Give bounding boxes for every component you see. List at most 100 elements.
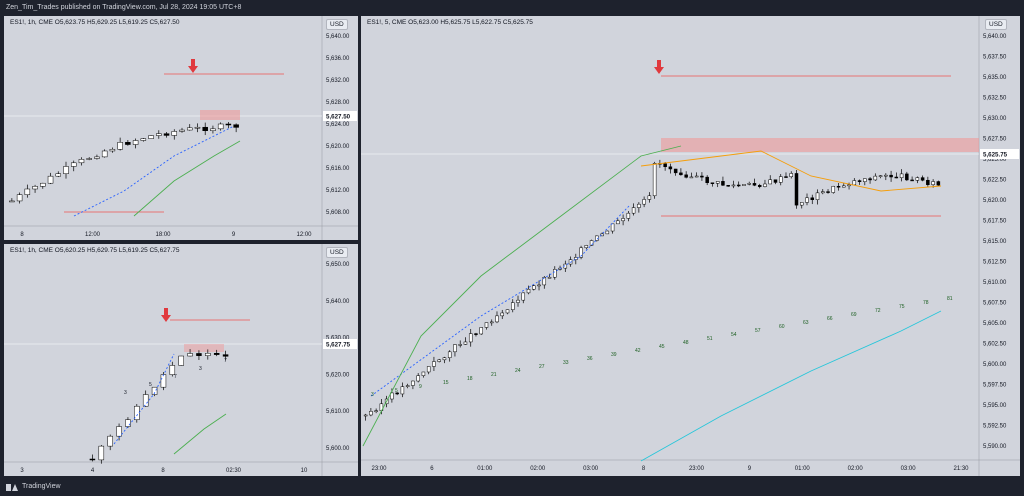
time-tick-label: 02:00 <box>848 466 864 472</box>
bar-number-label: 78 <box>923 300 929 306</box>
price-tick-label: 5,615.00 <box>983 239 1007 245</box>
time-tick-label: 10 <box>301 468 308 474</box>
chart-pane-main[interactable]: 5,640.00 5,637.50 5,635.00 5,632.50 5,630.00… <box>361 16 1020 476</box>
bar-number-label: 9 <box>419 384 422 390</box>
candle-body <box>442 357 447 361</box>
tradingview-logo-icon <box>6 483 18 491</box>
chart-pane-bottom-left[interactable]: 5,650.00 5,640.00 5,630.00 5,620.00 5,610.00… <box>4 244 358 476</box>
price-tick-label: 5,616.00 <box>326 166 350 172</box>
candle-body <box>600 233 604 237</box>
bar-number-label: 5 <box>395 388 398 394</box>
currency-badge[interactable]: USD <box>326 247 348 258</box>
currency-badge[interactable]: USD <box>985 19 1007 30</box>
candle-body <box>631 207 636 214</box>
bar-number-label: 21 <box>491 372 497 378</box>
candle-body <box>78 159 85 164</box>
bar-number-label: 3 <box>371 392 374 398</box>
candle-body <box>70 162 77 167</box>
price-tick-label: 5,636.00 <box>326 56 350 62</box>
last-price-label: 5,627.75 <box>326 342 351 349</box>
currency-badge[interactable]: USD <box>326 19 348 30</box>
candle-body <box>468 333 473 343</box>
time-tick-label: 21:30 <box>953 466 969 472</box>
bar-number-label: 7 <box>224 358 227 364</box>
candle-body <box>847 184 851 187</box>
price-tick-label: 5,635.00 <box>983 75 1007 81</box>
ema-mid-line <box>640 150 942 192</box>
candle-body <box>868 178 872 181</box>
candle-body <box>605 230 610 235</box>
candle-body <box>390 392 394 400</box>
bar-number-label: 66 <box>827 316 833 322</box>
price-tick-label: 5,612.00 <box>326 188 350 194</box>
price-tick-label: 5,632.50 <box>983 96 1007 102</box>
arrow-down-icon <box>188 59 198 73</box>
bar-number-label: 72 <box>875 308 881 314</box>
bar-number-label: 39 <box>611 352 617 358</box>
candle-body <box>225 123 232 126</box>
candle-body <box>547 276 552 279</box>
candle-body <box>416 375 420 382</box>
candle-body <box>747 183 751 185</box>
chart-canvas-bottom-left[interactable]: 5,650.00 5,640.00 5,630.00 5,620.00 5,610.00… <box>4 244 358 476</box>
candle-body <box>400 386 405 395</box>
candle-body <box>873 175 878 181</box>
price-tick-label: 5,602.50 <box>983 342 1007 348</box>
candle-body <box>579 247 583 258</box>
time-tick-label: 6 <box>430 466 434 472</box>
bar-number-label: 45 <box>659 344 665 350</box>
candle-body <box>821 191 825 194</box>
trendline-dotted <box>113 353 175 445</box>
candle-body <box>107 435 113 447</box>
candle-body <box>894 176 899 179</box>
footer: TradingView <box>6 480 61 494</box>
bar-number-label: 57 <box>755 328 761 334</box>
candle-body <box>768 179 772 185</box>
candle-body <box>889 174 893 178</box>
candle-body <box>186 127 193 131</box>
candle-body <box>715 181 720 184</box>
bar-number-label: 15 <box>443 380 449 386</box>
candle-body <box>194 126 201 129</box>
ema-fast-line <box>362 145 682 447</box>
candle-body <box>202 126 208 131</box>
chart-canvas-top-left[interactable]: 5,640.00 5,636.00 5,632.00 5,628.00 5,624.00… <box>4 16 358 240</box>
last-price-label: 5,625.75 <box>983 152 1008 159</box>
candle-body <box>142 394 149 407</box>
candle-body <box>453 344 457 353</box>
candle-body <box>405 385 410 387</box>
time-tick-label: 12:00 <box>85 232 101 238</box>
time-tick-label: 8 <box>642 466 646 472</box>
price-tick-label: 5,620.00 <box>983 198 1007 204</box>
ema-slow-line <box>640 310 942 462</box>
time-tick-label: 03:00 <box>901 466 917 472</box>
time-tick-label: 9 <box>748 466 752 472</box>
candle-body <box>789 173 793 178</box>
time-tick-label: 03:00 <box>583 466 599 472</box>
chart-canvas-main[interactable]: 5,640.00 5,637.50 5,635.00 5,632.50 5,630.00… <box>361 16 1020 476</box>
bar-number-label: 60 <box>779 324 785 330</box>
price-tick-label: 5,627.50 <box>983 137 1007 143</box>
price-tick-label: 5,597.50 <box>983 383 1007 389</box>
candle-body <box>673 168 678 174</box>
price-tick-label: 5,637.50 <box>983 55 1007 61</box>
candle-body <box>187 353 193 357</box>
candle-body <box>757 185 762 187</box>
candle-body <box>505 309 510 314</box>
trendline-dotted <box>370 205 630 397</box>
price-tick-label: 5,620.00 <box>326 372 350 378</box>
candle-body <box>863 178 867 182</box>
price-tick-label: 5,640.00 <box>326 299 350 305</box>
price-tick-label: 5,630.00 <box>983 116 1007 122</box>
candle-body <box>179 129 185 132</box>
time-tick-label: 3 <box>20 468 24 474</box>
brand-name: TradingView <box>22 483 61 490</box>
candle-body <box>826 191 830 193</box>
price-tick-label: 5,632.00 <box>326 78 350 84</box>
chart-pane-top-left[interactable]: 5,640.00 5,636.00 5,632.00 5,628.00 5,624.00… <box>4 16 358 240</box>
candle-body <box>55 173 62 177</box>
candle-body <box>24 188 31 195</box>
candle-body <box>521 292 526 301</box>
candle-body <box>369 411 373 416</box>
price-tick-label: 5,640.00 <box>326 34 350 40</box>
